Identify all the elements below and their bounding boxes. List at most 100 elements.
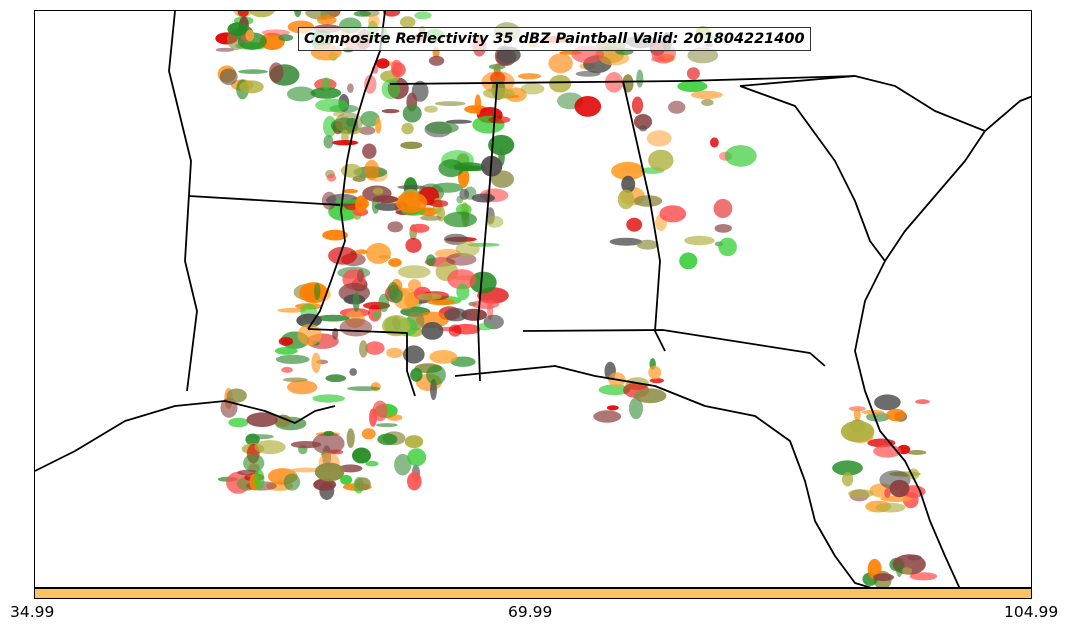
paintball-blob <box>299 282 328 304</box>
paintball-blob <box>353 11 371 17</box>
paintball-blob <box>444 308 468 322</box>
paintball-blob <box>400 141 423 149</box>
paintball-blob <box>874 394 901 411</box>
paintball-blob <box>621 175 636 193</box>
paintball-blob <box>339 318 373 337</box>
paintball-blob <box>278 337 294 346</box>
paintball-blob <box>428 55 445 66</box>
paintball-blob <box>245 29 255 42</box>
paintball-blob <box>474 94 482 116</box>
paintball-blob <box>626 217 643 232</box>
paintball-blob <box>237 469 259 476</box>
paintball-blob <box>323 135 334 149</box>
paintball-blob <box>425 121 459 134</box>
paintball-blob <box>633 195 663 207</box>
paintball-blob <box>254 468 265 491</box>
paintball-blob <box>322 229 348 241</box>
paintball-blob <box>355 195 367 214</box>
paintball-blob <box>313 478 336 491</box>
paintball-blob <box>718 237 737 257</box>
paintball-blob <box>714 224 732 233</box>
paintball-blob <box>340 474 353 485</box>
paintball-blob <box>238 69 268 74</box>
paintball-blob <box>417 293 442 301</box>
paintball-blob <box>311 352 321 373</box>
paintball-blob <box>447 269 477 290</box>
paintball-blob <box>659 205 687 223</box>
paintball-blob <box>397 185 426 190</box>
colorbar <box>34 588 1032 599</box>
paintball-blob <box>420 215 442 221</box>
paintball-blob <box>405 237 422 253</box>
paintball-blob <box>421 322 444 340</box>
paintball-blob <box>283 473 301 491</box>
paintball-blob <box>686 67 700 80</box>
paintball-blob <box>338 464 363 473</box>
paintball-blob <box>387 414 403 421</box>
paintball-blob <box>287 380 318 395</box>
paintball-blob <box>375 117 382 134</box>
paintball-blob <box>853 407 861 422</box>
paintball-blob <box>549 74 572 93</box>
paintball-blob <box>488 116 511 124</box>
paintball-blob <box>471 300 500 309</box>
map-title: Composite Reflectivity 35 dBZ Paintball … <box>298 27 811 51</box>
paintball-blob <box>648 149 674 171</box>
paintball-blob <box>372 195 399 203</box>
paintball-blob <box>352 447 371 464</box>
paintball-blob <box>388 258 402 267</box>
paintball-blob <box>312 394 346 403</box>
paintball-blob <box>401 122 414 135</box>
paintball-blob <box>290 441 322 449</box>
paintball-blob <box>415 311 449 329</box>
paintball-blob <box>314 462 345 482</box>
paintball-blob <box>471 193 496 203</box>
paintball-blob <box>646 130 672 147</box>
paintball-blob <box>390 288 403 304</box>
map-panel[interactable]: Composite Reflectivity 35 dBZ Paintball … <box>34 10 1032 588</box>
paintball-blob <box>606 405 619 411</box>
paintball-blob <box>724 145 757 167</box>
paintball-blob <box>609 237 643 246</box>
paintball-blob <box>261 29 290 36</box>
paintball-blob <box>375 58 390 69</box>
paintball-blob <box>328 246 358 265</box>
paintball-blob <box>488 134 515 156</box>
paintball-blob <box>429 350 458 364</box>
paintball-blob <box>377 433 398 446</box>
boundary-ms-la <box>307 328 416 397</box>
paintball-blob <box>482 87 515 99</box>
paintball-blob <box>378 293 390 313</box>
paintball-map <box>35 11 1031 587</box>
paintball-blob <box>638 125 648 132</box>
paintball-blob <box>648 365 662 380</box>
coast-atlantic <box>854 130 986 587</box>
paintball-blob <box>403 345 425 364</box>
paintball-blob <box>443 211 477 228</box>
boundary-ms-al <box>477 83 498 382</box>
paintball-blob <box>426 365 446 385</box>
paintball-blob <box>286 86 316 102</box>
paintball-blob <box>359 340 368 358</box>
paintball-blob <box>326 173 337 182</box>
paintball-blob <box>275 414 292 427</box>
paintball-blob <box>248 11 276 18</box>
paintball-blob <box>387 221 404 233</box>
paintball-blob <box>574 96 602 117</box>
paintball-blob <box>372 187 384 195</box>
paintball-blob <box>677 80 708 93</box>
paintball-blob <box>342 189 358 194</box>
boundary-ar-la <box>168 11 198 392</box>
paintball-blob <box>832 460 863 476</box>
paintball-blob <box>310 87 342 99</box>
paintball-blob <box>283 377 308 383</box>
paintball-blob <box>848 489 874 498</box>
paintball-blob <box>366 242 391 264</box>
paintball-blob <box>426 254 436 267</box>
paintball-blob <box>456 195 464 204</box>
paintball-blob <box>414 11 432 20</box>
paintball-blob <box>520 83 545 95</box>
paintball-blob <box>684 235 715 246</box>
paintball-blob <box>469 271 497 294</box>
boundary-ar-la-state <box>188 195 341 206</box>
